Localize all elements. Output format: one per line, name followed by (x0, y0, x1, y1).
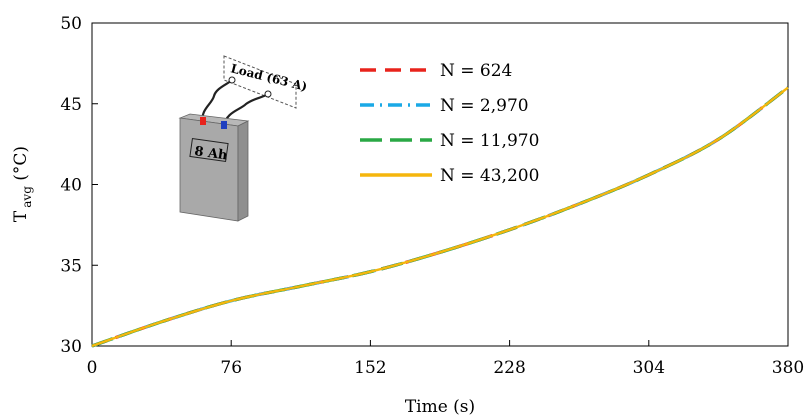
y-tick-label: 30 (60, 337, 82, 357)
x-axis-title: Time (s) (405, 397, 475, 417)
wire-negative (222, 93, 269, 127)
x-tick-label: 152 (354, 358, 386, 378)
y-axis: 30 35 40 45 50 (60, 14, 98, 357)
legend-label: N = 43,200 (440, 166, 539, 186)
battery-side (237, 120, 249, 222)
series-layer (91, 86, 789, 348)
legend: N = 624 N = 2,970 N = 11,970 N = 43,200 (360, 61, 539, 186)
battery-inset: Load (63 A) 8 Ah (178, 55, 309, 222)
negative-terminal-icon (221, 121, 227, 129)
y-tick-label: 35 (60, 256, 82, 276)
x-tick-label: 76 (220, 358, 242, 378)
battery-label-box (189, 138, 229, 162)
legend-label: N = 624 (440, 61, 512, 81)
positive-terminal-icon (200, 117, 206, 125)
y-tick-label: 50 (60, 14, 82, 34)
x-tick-label: 380 (772, 358, 804, 378)
y-axis-title-sub: avg (20, 186, 34, 208)
load-terminal-2 (264, 90, 272, 98)
legend-label: N = 11,970 (440, 131, 539, 151)
x-tick-label: 228 (493, 358, 525, 378)
battery-label: 8 Ah (193, 144, 228, 164)
x-tick-label: 0 (87, 358, 98, 378)
battery-front (179, 117, 239, 222)
wire-positive (201, 79, 233, 123)
y-axis-title-unit: (°C) (11, 146, 31, 186)
y-tick-label: 40 (60, 176, 82, 196)
x-tick-label: 304 (633, 358, 665, 378)
series-line (91, 86, 789, 348)
y-axis-title: Tavg (°C) (11, 146, 34, 222)
x-axis: 0 76 152 228 304 380 (87, 340, 804, 378)
legend-label: N = 2,970 (440, 96, 529, 116)
load-terminal-1 (228, 76, 236, 84)
y-axis-title-main: T (11, 210, 31, 222)
y-tick-label: 45 (60, 95, 82, 115)
load-sign (223, 55, 297, 109)
